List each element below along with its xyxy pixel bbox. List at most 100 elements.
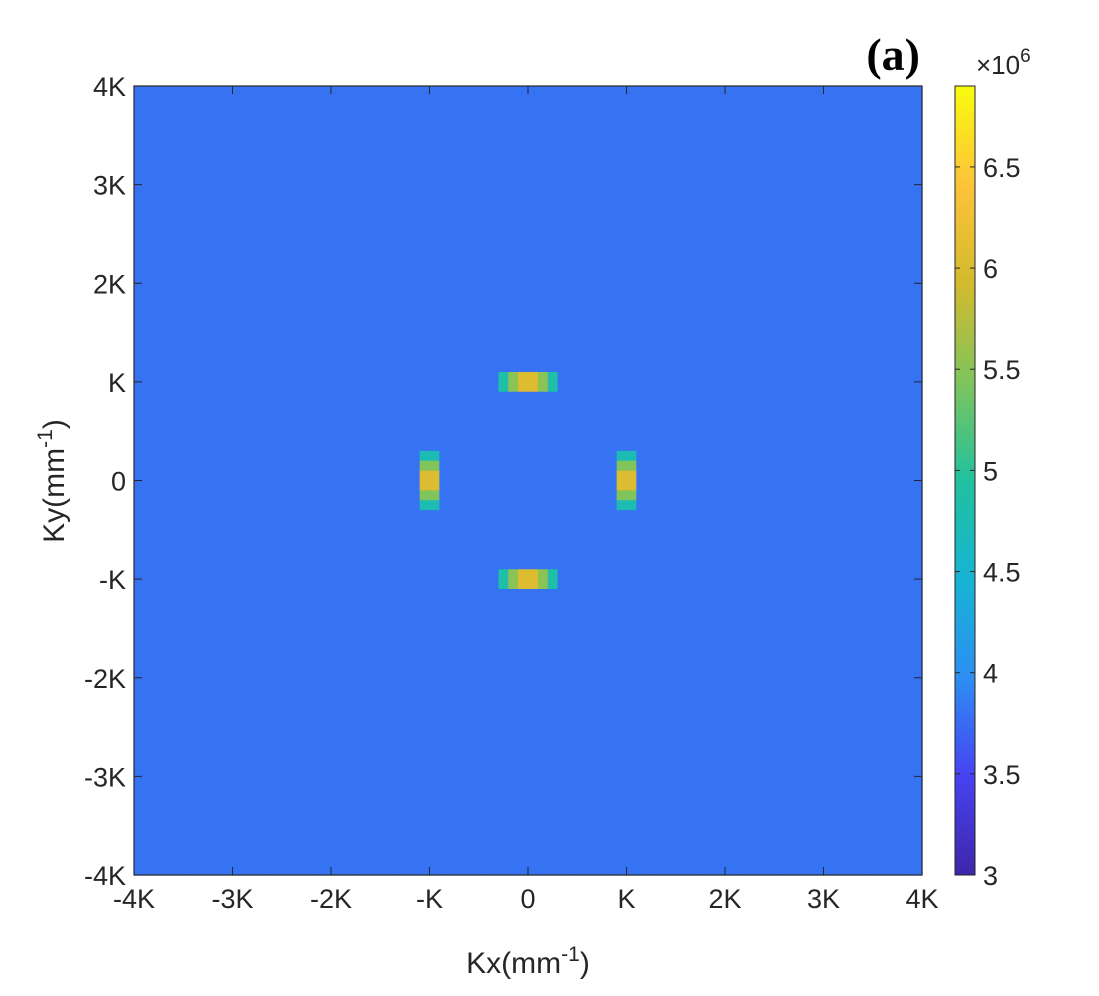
heatmap-cell bbox=[193, 372, 204, 383]
heatmap-cell bbox=[715, 332, 726, 344]
heatmap-cell bbox=[853, 529, 864, 541]
heatmap-cell bbox=[380, 490, 391, 501]
heatmap-cell bbox=[685, 579, 697, 590]
heatmap-cell bbox=[232, 302, 243, 314]
heatmap-cell bbox=[331, 332, 342, 344]
heatmap-cell bbox=[468, 125, 480, 136]
heatmap-cell bbox=[656, 598, 667, 610]
heatmap-cell bbox=[734, 184, 746, 196]
heatmap-cell bbox=[331, 174, 342, 186]
heatmap-cell bbox=[803, 421, 815, 432]
heatmap-cell bbox=[498, 302, 509, 314]
heatmap-cell bbox=[252, 470, 263, 482]
heatmap-cell bbox=[803, 214, 815, 225]
heatmap-cell bbox=[222, 687, 234, 699]
heatmap-cell bbox=[892, 460, 903, 472]
heatmap-cell bbox=[675, 302, 687, 314]
heatmap-cell bbox=[833, 441, 844, 452]
heatmap-cell bbox=[173, 322, 184, 334]
heatmap-cell bbox=[212, 529, 224, 541]
heatmap-cell bbox=[173, 105, 184, 117]
heatmap-cell bbox=[656, 125, 667, 136]
heatmap-cell bbox=[291, 480, 303, 491]
heatmap-cell bbox=[360, 95, 371, 107]
heatmap-cell bbox=[577, 441, 588, 452]
heatmap-cell bbox=[813, 155, 825, 166]
heatmap-cell bbox=[449, 204, 460, 215]
heatmap-cell bbox=[291, 529, 303, 541]
heatmap-cell bbox=[242, 273, 253, 284]
heatmap-cell bbox=[281, 480, 293, 491]
heatmap-cell bbox=[488, 381, 500, 393]
heatmap-cell bbox=[882, 510, 894, 521]
heatmap-cell bbox=[350, 342, 362, 353]
heatmap-cell bbox=[518, 204, 529, 215]
heatmap-cell bbox=[793, 362, 805, 373]
heatmap-cell bbox=[370, 401, 381, 413]
heatmap-cell bbox=[656, 618, 667, 630]
heatmap-cell bbox=[498, 401, 509, 413]
heatmap-cell bbox=[715, 283, 726, 294]
heatmap-cell bbox=[528, 233, 539, 245]
heatmap-cell bbox=[508, 608, 519, 620]
heatmap-cell bbox=[853, 115, 864, 127]
heatmap-cell bbox=[715, 480, 726, 491]
heatmap-cell bbox=[439, 638, 450, 649]
heatmap-cell bbox=[459, 588, 470, 600]
heatmap-cell bbox=[882, 658, 894, 669]
heatmap-cell bbox=[449, 312, 460, 324]
heatmap-cell bbox=[675, 460, 687, 472]
heatmap-cell bbox=[163, 352, 174, 363]
heatmap-cell bbox=[321, 697, 332, 708]
heatmap-cell bbox=[163, 322, 174, 334]
heatmap-cell bbox=[547, 618, 559, 630]
heatmap-cell bbox=[459, 391, 470, 403]
heatmap-cell bbox=[734, 194, 746, 205]
heatmap-cell bbox=[695, 431, 706, 442]
heatmap-cell bbox=[774, 490, 785, 501]
heatmap-cell bbox=[193, 470, 204, 482]
heatmap-cell bbox=[764, 658, 775, 669]
heatmap-cell bbox=[882, 667, 894, 679]
heatmap-cell bbox=[596, 243, 608, 255]
heatmap-cell bbox=[843, 293, 854, 304]
heatmap-cell bbox=[143, 441, 155, 452]
heatmap-cell bbox=[823, 243, 834, 255]
heatmap-cell bbox=[853, 687, 864, 699]
heatmap-cell bbox=[734, 588, 746, 600]
heatmap-cell bbox=[153, 125, 165, 136]
heatmap-cell bbox=[311, 608, 322, 620]
heatmap-cell bbox=[823, 648, 834, 659]
heatmap-cell bbox=[547, 411, 559, 422]
heatmap-cell bbox=[587, 549, 598, 560]
heatmap-cell bbox=[843, 224, 854, 235]
heatmap-cell bbox=[143, 529, 155, 541]
heatmap-cell bbox=[498, 381, 509, 393]
heatmap-cell bbox=[725, 233, 736, 245]
heatmap-cell bbox=[281, 638, 293, 649]
heatmap-cell bbox=[281, 667, 293, 679]
heatmap-cell bbox=[409, 105, 421, 117]
heatmap-cell bbox=[380, 332, 391, 344]
heatmap-cell bbox=[173, 500, 184, 511]
heatmap-cell bbox=[754, 233, 765, 245]
heatmap-cell bbox=[764, 155, 775, 166]
heatmap-cell bbox=[439, 677, 450, 689]
heatmap-cell bbox=[823, 86, 834, 97]
heatmap-cell bbox=[340, 460, 352, 472]
heatmap-cell bbox=[833, 86, 844, 97]
heatmap-cell bbox=[626, 273, 637, 284]
heatmap-cell bbox=[606, 243, 618, 255]
heatmap-cell bbox=[567, 332, 578, 344]
heatmap-cell bbox=[390, 519, 401, 531]
heatmap-cell bbox=[892, 549, 903, 560]
heatmap-cell bbox=[537, 372, 549, 383]
heatmap-cell bbox=[281, 155, 293, 166]
heatmap-cell bbox=[508, 155, 519, 166]
heatmap-cell bbox=[232, 253, 243, 265]
heatmap-cell bbox=[528, 105, 539, 117]
heatmap-cell bbox=[232, 243, 243, 255]
heatmap-cell bbox=[163, 549, 174, 560]
heatmap-cell bbox=[656, 105, 667, 117]
heatmap-cell bbox=[498, 519, 509, 531]
